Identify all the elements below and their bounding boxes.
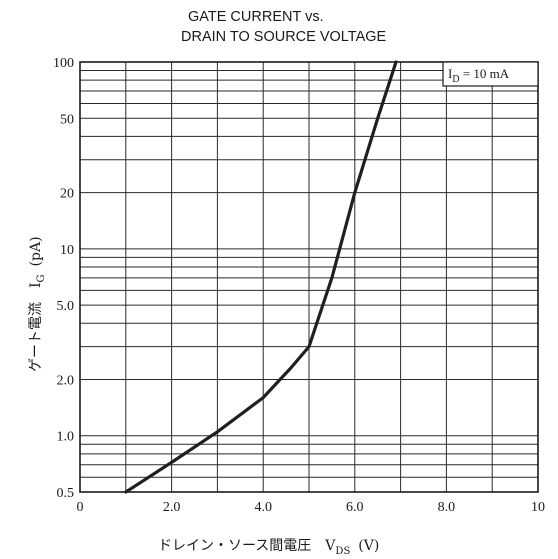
legend-box: ID = 10 mA (442, 61, 539, 87)
x-tick-label: 6.0 (346, 500, 364, 515)
x-tick-label: 4.0 (254, 500, 272, 515)
y-tick-label: 5.0 (57, 299, 75, 314)
y-axis-label-unit: (pA) (28, 236, 44, 266)
y-tick-label: 50 (60, 112, 74, 127)
series-line-gate-current (124, 60, 398, 494)
y-axis-label-sub: G (36, 274, 47, 282)
chart-title-line-1: GATE CURRENT vs. (188, 9, 324, 25)
legend-sub: D (452, 74, 459, 85)
x-tick-label: 10 (531, 500, 545, 515)
y-axis-label: ゲート電流 IG (pA) (28, 236, 47, 372)
tick-labels: 0 2.0 4.0 6.0 8.0 10 0.5 1.0 2.0 5.0 10 20 50 100 (53, 56, 545, 515)
legend-text: ID = 10 mA (448, 66, 510, 85)
x-axis-label-sub: DS (335, 546, 350, 557)
legend-rest: = 10 mA (460, 66, 510, 81)
x-tick-label: 0 (77, 500, 84, 515)
y-tick-label: 1.0 (57, 430, 75, 445)
chart-title-line-2: DRAIN TO SOURCE VOLTAGE (181, 29, 387, 45)
y-tick-label: 0.5 (57, 486, 75, 501)
y-tick-label: 2.0 (57, 373, 75, 388)
y-tick-label: 20 (60, 187, 74, 202)
x-axis-label: ドレイン・ソース間電圧 VDS (V) (158, 538, 379, 557)
grid-lines (80, 62, 538, 492)
legend-main: I (448, 66, 452, 81)
x-axis-label-unit: (V) (358, 538, 379, 554)
x-tick-label: 8.0 (438, 500, 456, 515)
y-axis-label-main: ゲート電流 I (28, 282, 44, 372)
y-tick-label: 100 (53, 56, 74, 71)
x-tick-label: 2.0 (163, 500, 181, 515)
plot-frame (79, 61, 539, 493)
x-axis-label-main: ドレイン・ソース間電圧 V (158, 538, 336, 554)
y-tick-label: 10 (60, 243, 74, 258)
